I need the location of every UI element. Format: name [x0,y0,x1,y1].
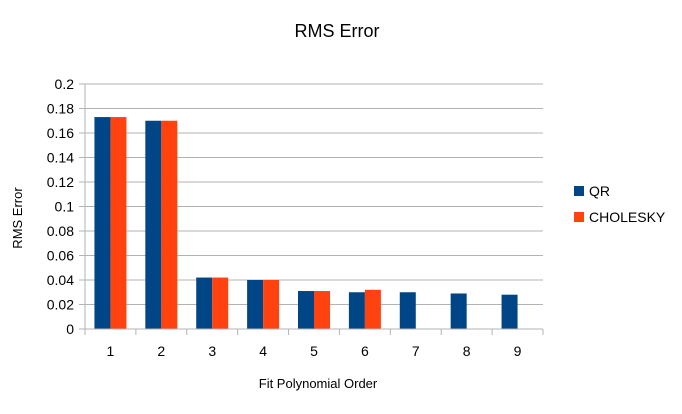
x-axis-label: Fit Polynomial Order [259,376,378,391]
y-tick-label: 0 [66,321,74,337]
bar-cholesky-4 [263,280,280,329]
bar-qr-7 [399,292,416,329]
bar-qr-8 [450,293,467,329]
bar-qr-1 [94,117,111,329]
x-axis-ticks: 1 2 3 4 5 6 7 8 9 [84,329,544,359]
y-axis-label: RMS Error [10,187,25,249]
y-tick-label: 0.08 [47,223,74,239]
legend-swatch-cholesky [574,212,584,222]
chart-title: RMS Error [295,21,380,41]
bar-qr-3 [196,277,213,329]
legend-swatch-qr [574,186,584,196]
bar-qr-4 [247,280,264,329]
legend-label-cholesky: CHOLESKY [589,209,666,225]
legend-label-qr: QR [589,183,610,199]
x-tick-label: 6 [361,343,369,359]
x-tick-label: 8 [463,343,471,359]
x-tick-label: 7 [412,343,420,359]
y-tick-label: 0.06 [47,248,74,264]
x-tick-label: 4 [259,343,267,359]
bars [94,117,518,329]
bar-qr-5 [298,291,314,329]
bar-cholesky-6 [364,289,381,329]
x-tick-label: 9 [514,343,522,359]
x-tick-label: 5 [310,343,318,359]
bar-cholesky-2 [161,120,178,329]
legend: QR CHOLESKY [574,183,666,225]
y-tick-label: 0.02 [47,297,74,313]
bar-cholesky-3 [212,277,229,329]
y-tick-label: 0.04 [47,272,74,288]
y-tick-label: 0.16 [47,125,74,141]
y-tick-label: 0.1 [55,199,75,215]
bar-qr-6 [348,292,365,329]
y-tick-label: 0.18 [47,101,74,117]
bar-qr-9 [501,294,518,329]
y-tick-label: 0.12 [47,174,74,190]
x-tick-label: 3 [208,343,216,359]
bar-cholesky-5 [314,291,330,329]
y-tick-label: 0.2 [55,76,75,92]
bar-qr-2 [145,120,162,329]
x-tick-label: 1 [107,343,115,359]
y-axis-ticks: 0 0.02 0.04 0.06 0.08 0.1 0.12 0.14 0.16 0.18 0.2 [47,76,85,337]
x-tick-label: 2 [157,343,165,359]
bar-cholesky-1 [110,117,127,329]
y-tick-label: 0.14 [47,150,74,166]
axes [84,84,543,330]
